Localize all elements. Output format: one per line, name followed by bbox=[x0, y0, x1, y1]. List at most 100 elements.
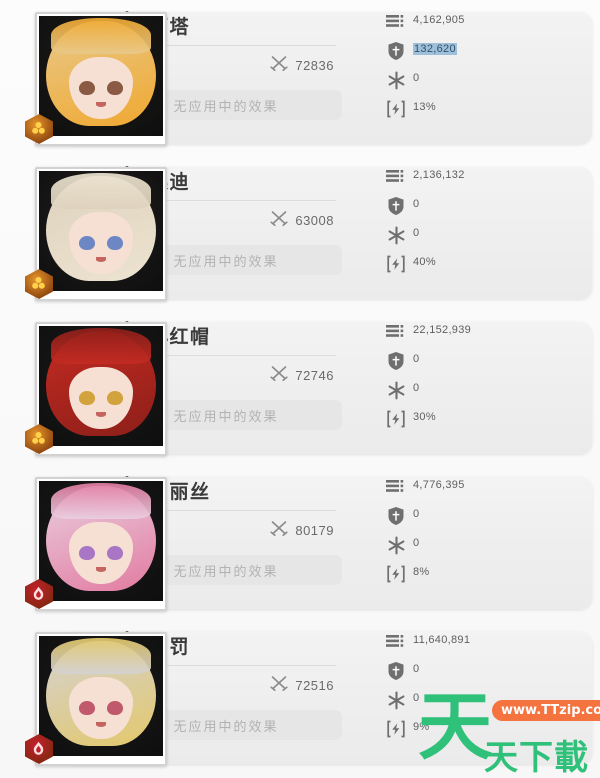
stat-energy-value: 40% bbox=[413, 256, 436, 268]
fire-element-icon bbox=[33, 741, 44, 755]
crossed-swords-icon bbox=[270, 365, 288, 381]
stat-hp[interactable]: 22,152,939 bbox=[386, 320, 586, 349]
stat-debuff-value: 0 bbox=[413, 382, 420, 394]
shield-icon bbox=[388, 662, 404, 680]
stat-debuff-body: 0 bbox=[413, 68, 586, 86]
stat-energy-value: 9% bbox=[413, 721, 430, 733]
crossed-swords-icon bbox=[270, 210, 288, 231]
character-stats: 4,776,395 0 bbox=[386, 475, 586, 591]
character-row[interactable]: I 丽塔 LV.266 72836 无应用中的效果 bbox=[0, 0, 600, 155]
portrait-mouth bbox=[96, 412, 106, 418]
stat-debuff[interactable]: 0 bbox=[386, 378, 586, 407]
hp-lines-icon bbox=[386, 325, 404, 337]
stat-debuff-value: 0 bbox=[413, 72, 420, 84]
stat-shield-value: 132,620 bbox=[413, 43, 457, 55]
snowflake-icon bbox=[386, 225, 406, 245]
stat-debuff[interactable]: 0 bbox=[386, 533, 586, 562]
crossed-swords-icon bbox=[270, 55, 288, 76]
stat-energy[interactable]: 8% bbox=[386, 562, 586, 591]
snowflake-icon bbox=[386, 380, 406, 400]
stat-shield[interactable]: 0 bbox=[386, 194, 586, 223]
stat-shield-value: 0 bbox=[413, 663, 420, 675]
stat-debuff[interactable]: 0 bbox=[386, 68, 586, 97]
character-row[interactable]: III 神罚 LV.266 72516 无应用中的效果 bbox=[0, 620, 600, 775]
stat-shield[interactable]: 0 bbox=[386, 349, 586, 378]
hp-lines-icon bbox=[386, 167, 406, 187]
stat-shield[interactable]: 0 bbox=[386, 659, 586, 688]
attack-value: 72746 bbox=[295, 367, 334, 383]
light-element-icon bbox=[31, 431, 47, 447]
stat-debuff[interactable]: 0 bbox=[386, 688, 586, 717]
snowflake-icon bbox=[388, 381, 404, 399]
stat-energy[interactable]: 13% bbox=[386, 97, 586, 126]
stat-hp-value: 2,136,132 bbox=[413, 169, 465, 181]
stat-hp-body: 4,776,395 bbox=[413, 475, 586, 493]
element-badge[interactable] bbox=[25, 114, 53, 144]
portrait-frame bbox=[35, 477, 167, 611]
character-stats: 11,640,891 0 bbox=[386, 630, 586, 746]
snowflake-icon bbox=[388, 691, 404, 709]
stat-shield-value: 0 bbox=[413, 198, 420, 210]
snowflake-icon bbox=[386, 535, 406, 555]
stat-energy[interactable]: 30% bbox=[386, 407, 586, 436]
attack-group: 72836 bbox=[270, 55, 342, 76]
light-element-icon bbox=[32, 432, 45, 444]
buff-status-text: 无应用中的效果 bbox=[173, 563, 279, 579]
attack-value: 80179 bbox=[295, 522, 334, 538]
shield-icon bbox=[386, 351, 406, 371]
portrait-image bbox=[39, 636, 163, 756]
character-portrait[interactable] bbox=[25, 167, 167, 301]
stat-hp[interactable]: 4,162,905 bbox=[386, 10, 586, 39]
portrait-mouth bbox=[96, 722, 106, 728]
stat-energy[interactable]: 40% bbox=[386, 252, 586, 281]
element-badge[interactable] bbox=[25, 579, 53, 609]
element-badge[interactable] bbox=[25, 424, 53, 454]
crossed-swords-icon bbox=[270, 365, 288, 386]
stat-debuff-body: 0 bbox=[413, 688, 586, 706]
stat-shield-body: 0 bbox=[413, 349, 586, 367]
stat-energy-value: 8% bbox=[413, 566, 430, 578]
stat-debuff-body: 0 bbox=[413, 378, 586, 396]
element-badge[interactable] bbox=[25, 734, 53, 764]
stat-debuff-value: 0 bbox=[413, 692, 420, 704]
portrait-image bbox=[39, 16, 163, 136]
portrait-headgear bbox=[51, 483, 151, 520]
character-row[interactable]: A 小红帽 LV.266 72746 无应用中的效果 bbox=[0, 310, 600, 465]
character-portrait[interactable] bbox=[25, 477, 167, 611]
snowflake-icon bbox=[388, 536, 404, 554]
stat-energy[interactable]: 9% bbox=[386, 717, 586, 746]
stat-hp-body: 2,136,132 bbox=[413, 165, 586, 183]
stat-debuff[interactable]: 0 bbox=[386, 223, 586, 252]
lightning-bolt-icon bbox=[387, 565, 405, 583]
character-row[interactable]: II 桑迪 LV.266 63008 无应用中的效果 bbox=[0, 155, 600, 310]
light-element-icon bbox=[32, 277, 45, 289]
portrait-eye-right bbox=[107, 390, 124, 406]
shield-icon bbox=[386, 41, 406, 61]
portrait-headgear bbox=[51, 18, 151, 55]
stat-hp[interactable]: 4,776,395 bbox=[386, 475, 586, 504]
fire-element-icon bbox=[31, 741, 47, 757]
stat-hp[interactable]: 11,640,891 bbox=[386, 630, 586, 659]
buff-status-text: 无应用中的效果 bbox=[173, 718, 279, 734]
stat-shield[interactable]: 132,620 bbox=[386, 39, 586, 68]
character-stats: 2,136,132 0 bbox=[386, 165, 586, 281]
stat-shield[interactable]: 0 bbox=[386, 504, 586, 533]
stat-debuff-body: 0 bbox=[413, 533, 586, 551]
stat-energy-body: 40% bbox=[413, 252, 586, 270]
attack-group: 72746 bbox=[270, 365, 342, 386]
character-row[interactable]: III 爱丽丝 LV.266 80179 无应用中的效果 bbox=[0, 465, 600, 620]
lightning-bolt-icon bbox=[386, 254, 406, 274]
stat-hp[interactable]: 2,136,132 bbox=[386, 165, 586, 194]
character-portrait[interactable] bbox=[25, 322, 167, 456]
lightning-bolt-icon bbox=[386, 719, 406, 739]
crossed-swords-icon bbox=[270, 675, 288, 691]
stat-debuff-body: 0 bbox=[413, 223, 586, 241]
portrait-image bbox=[39, 326, 163, 446]
character-portrait[interactable] bbox=[25, 12, 167, 146]
element-badge[interactable] bbox=[25, 269, 53, 299]
info-divider bbox=[116, 200, 336, 201]
info-divider bbox=[116, 510, 336, 511]
hp-lines-icon bbox=[386, 12, 406, 32]
snowflake-icon bbox=[388, 71, 404, 89]
character-portrait[interactable] bbox=[25, 632, 167, 766]
